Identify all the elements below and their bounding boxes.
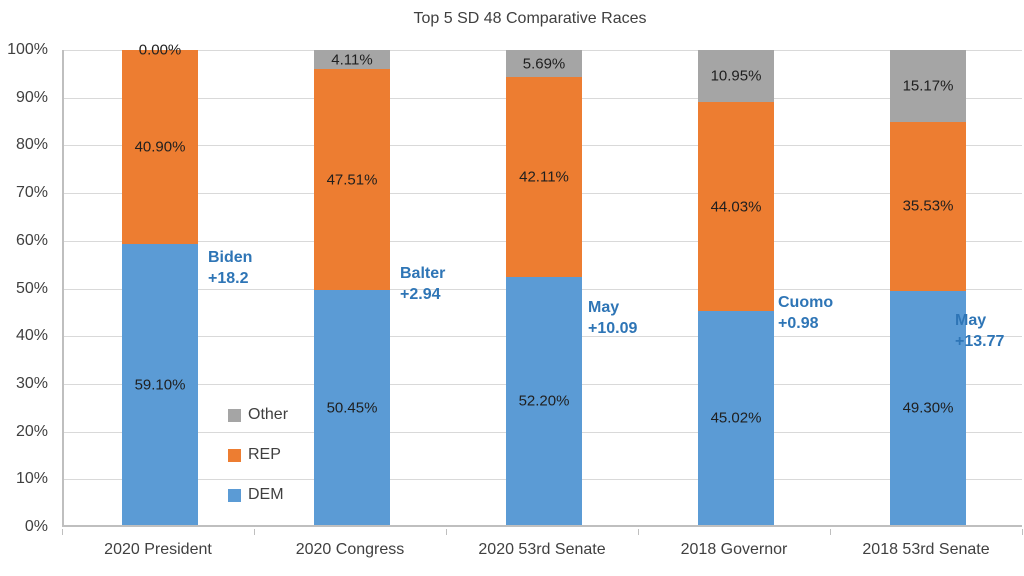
legend-swatch-rep [228,448,241,462]
bar-segment-rep: 47.51% [314,69,390,291]
y-tick-label: 100% [7,41,48,58]
segment-data-label: 45.02% [710,409,762,427]
annotation-margin: +10.09 [588,320,638,337]
annotation-margin: +18.2 [208,270,249,287]
segment-data-label: 4.11% [331,51,373,69]
x-axis-tick [1022,529,1023,535]
annotation-balter-1: Balter +2.94 [400,263,445,305]
x-axis-tick [830,529,831,535]
annotation-cuomo-3: Cuomo +0.98 [778,292,833,334]
segment-data-label: 5.69% [522,55,566,72]
segment-data-label: 15.17% [902,77,954,95]
bar-segment-rep: 35.53% [890,122,966,291]
legend-label: Other [248,406,289,423]
segment-data-label: 0.00% [138,41,182,59]
y-tick-label: 80% [15,136,48,154]
annotation-biden-0: Biden +18.2 [208,247,252,289]
bar-segment-other: 5.69% [506,50,582,78]
y-tick-label: 90% [15,88,48,106]
y-tick-label: 20% [15,422,48,440]
y-tick-label: 70% [15,184,48,202]
bar-segment-rep: 40.90% [122,50,198,245]
chart-title: Top 5 SD 48 Comparative Races [413,10,647,27]
segment-data-label: 47.51% [326,171,378,189]
annotation-may-2: May +10.09 [588,297,637,339]
annotation-margin: +2.94 [400,286,441,303]
annotation-winner: Biden [208,249,253,266]
segment-data-label: 42.11% [519,168,569,186]
y-tick-label: 10% [15,470,48,488]
segment-data-label: 44.03% [710,198,762,216]
legend-item-other: Other [228,406,289,423]
annotation-margin: +0.98 [778,315,819,332]
x-axis-tick [62,529,63,535]
y-tick-label: 0% [24,518,48,535]
annotation-margin: +13.77 [955,333,1005,350]
bar-segment-dem: 59.10% [122,244,198,525]
legend-item-dem: DEM [228,486,288,503]
stacked-bar-2020-congress: 4.11% 47.51% 50.45% [314,50,390,525]
legend-label: DEM [248,486,284,503]
bar-segment-rep: 42.11% [506,77,582,278]
bar-segment-other: 10.95% [698,50,774,102]
bar-segment-dem: 52.20% [506,277,582,525]
annotation-winner: May [955,312,987,329]
annotation-winner: May [588,299,620,316]
annotation-winner: Balter [400,265,446,282]
stacked-bar-2020-53rd-senate: 5.69% 42.11% 52.20% [506,50,582,525]
segment-data-label: 59.10% [134,376,186,394]
y-tick-label: 40% [15,327,48,345]
stacked-bar-2018-governor: 10.95% 44.03% 45.02% [698,50,774,525]
segment-data-label: 10.95% [710,67,762,85]
x-axis-tick [638,529,639,535]
annotation-winner: Cuomo [778,294,834,311]
x-axis-tick [446,529,447,535]
segment-data-label: 50.45% [326,399,378,417]
stacked-bar-2018-53rd-senate: 15.17% 35.53% 49.30% [890,50,966,525]
bar-segment-other: 15.17% [890,50,966,123]
legend: Other REP DEM [228,406,289,527]
segment-data-label: 35.53% [902,197,954,215]
stacked-bar-2020-president: 0.00% 40.90% 59.10% [122,42,198,525]
legend-item-rep: REP [228,446,288,463]
legend-swatch-dem [228,488,241,502]
x-axis-tick [254,529,255,535]
plot-area: 0.00% 40.90% 59.10% 4.11% 47.51% 50.45% 5.69% 4… [62,42,1022,527]
legend-swatch-other [228,408,241,422]
bar-segment-dem: 49.30% [890,290,966,525]
segment-data-label: 52.20% [518,392,570,410]
legend-label: REP [248,446,281,463]
x-axis-label: 2018 53rd Senate [862,541,990,558]
annotation-may-4: May +13.77 [955,310,1004,352]
y-tick-label: 60% [15,231,48,249]
bar-segment-dem: 45.02% [698,311,774,525]
bar-segment-other: 4.11% [314,50,390,70]
bar-segment-dem: 50.45% [314,290,390,525]
y-tick-label: 30% [15,374,48,392]
bar-segment-rep: 44.03% [698,102,774,312]
segment-data-label: 40.90% [134,138,186,156]
x-axis-label: 2020 Congress [295,541,405,558]
x-axis-label: 2018 Governor [680,541,788,558]
x-axis-label: 2020 President [104,541,212,558]
segment-data-label: 49.30% [902,399,954,417]
y-tick-label: 50% [15,279,48,297]
x-axis-label: 2020 53rd Senate [478,541,606,558]
